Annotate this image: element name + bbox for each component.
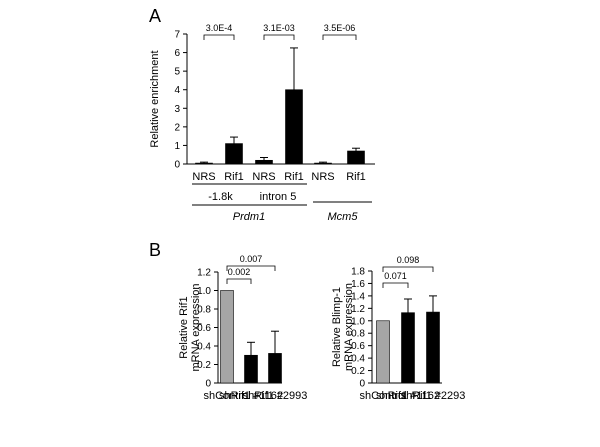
category-label: shRif1 #2993 <box>243 390 308 402</box>
category-label: shRif1 #2293 <box>401 390 466 402</box>
y-tick-label: 1.2 <box>351 304 365 315</box>
chart-b2: 0 0.20.4 0.60.8 1.01.2 1.41.61.8 Relative Bli… <box>331 255 465 402</box>
category-label: shRif1 #1162 <box>376 390 440 402</box>
y-tick-label: 1 <box>174 141 180 152</box>
y-tick-label: 0.2 <box>351 366 365 377</box>
bar <box>401 312 415 384</box>
bar <box>268 353 282 384</box>
panel-label-a: A <box>149 6 161 26</box>
significance-bracket <box>263 34 295 40</box>
y-tick-label: 0.6 <box>197 323 211 334</box>
p-value-label: 0.098 <box>397 255 420 265</box>
bar <box>314 162 332 165</box>
y-axis-label: Relative Blimp-1 <box>331 287 343 367</box>
category-label: NRS <box>311 171 334 183</box>
bar <box>195 162 213 165</box>
category-label: NRS <box>192 171 215 183</box>
group-label: intron 5 <box>260 191 297 203</box>
significance-bracket <box>226 265 276 271</box>
y-axis-label: mRNA expression <box>343 283 355 371</box>
y-tick-label: 1.2 <box>197 268 211 279</box>
category-label: NRS <box>252 171 275 183</box>
category-label: Rif1 <box>224 171 244 183</box>
supergroup-label: Prdm1 <box>233 211 265 223</box>
bar <box>225 143 243 165</box>
y-tick-label: 6 <box>174 48 180 59</box>
y-tick-label: 2 <box>174 122 180 133</box>
y-tick-label: 1.8 <box>351 267 365 278</box>
category-label: shRif1 #1162 <box>219 390 283 402</box>
y-tick-label: 0.6 <box>351 341 365 352</box>
panel-label-b: B <box>149 240 161 260</box>
y-tick-label: 7 <box>174 30 180 41</box>
y-axis-label: Relative Rif1 <box>178 296 190 358</box>
significance-bracket <box>226 278 252 284</box>
p-value-label: 3.5E-06 <box>324 23 356 33</box>
category-label: shControl <box>359 390 406 402</box>
chart-b1: 0 0.2 0.4 0.6 0.8 1.0 1.2 Relative Rif1 mRNA exp… <box>178 254 307 402</box>
y-tick-label: 1.0 <box>197 286 211 297</box>
p-value-label: 3.1E-03 <box>263 23 295 33</box>
y-tick-label: 0 <box>359 379 365 390</box>
category-label: shControl <box>203 390 250 402</box>
p-value-label: 0.002 <box>228 267 251 277</box>
p-value-label: 0.007 <box>240 254 263 264</box>
chart-a: 0 1 2 3 4 5 6 7 Relative enrichment NRS Rif1 NRS Rif… <box>149 23 375 223</box>
y-tick-label: 3 <box>174 104 180 115</box>
y-tick-label: 0.4 <box>351 354 365 365</box>
y-tick-label: 0 <box>174 160 180 171</box>
y-tick-label: 0.2 <box>197 360 211 371</box>
bar <box>220 290 234 384</box>
y-tick-label: 0.4 <box>197 342 211 353</box>
significance-bracket <box>203 34 235 40</box>
bar <box>426 311 440 384</box>
y-tick-label: 0.8 <box>351 329 365 340</box>
bar <box>255 159 273 165</box>
y-tick-label: 1.0 <box>351 316 365 327</box>
y-tick-label: 1.6 <box>351 279 365 290</box>
bar <box>285 89 303 165</box>
bar <box>244 354 258 384</box>
group-label: Mcm5 <box>328 211 359 223</box>
bar <box>376 320 390 384</box>
significance-bracket <box>322 34 357 40</box>
group-label: -1.8k <box>208 191 233 203</box>
y-tick-label: 4 <box>174 85 180 96</box>
significance-bracket <box>382 266 434 272</box>
y-tick-label: 0.8 <box>197 305 211 316</box>
y-axis-label: Relative enrichment <box>149 50 161 147</box>
bar <box>347 150 365 165</box>
y-tick-label: 5 <box>174 67 180 78</box>
p-value-label: 0.071 <box>384 271 407 281</box>
category-label: Rif1 <box>284 171 304 183</box>
y-tick-label: 1.4 <box>351 291 365 302</box>
y-tick-label: 0 <box>205 379 211 390</box>
category-label: Rif1 <box>346 171 366 183</box>
y-axis-label: mRNA expression <box>190 283 202 371</box>
significance-bracket <box>382 282 409 288</box>
p-value-label: 3.0E-4 <box>206 23 233 33</box>
